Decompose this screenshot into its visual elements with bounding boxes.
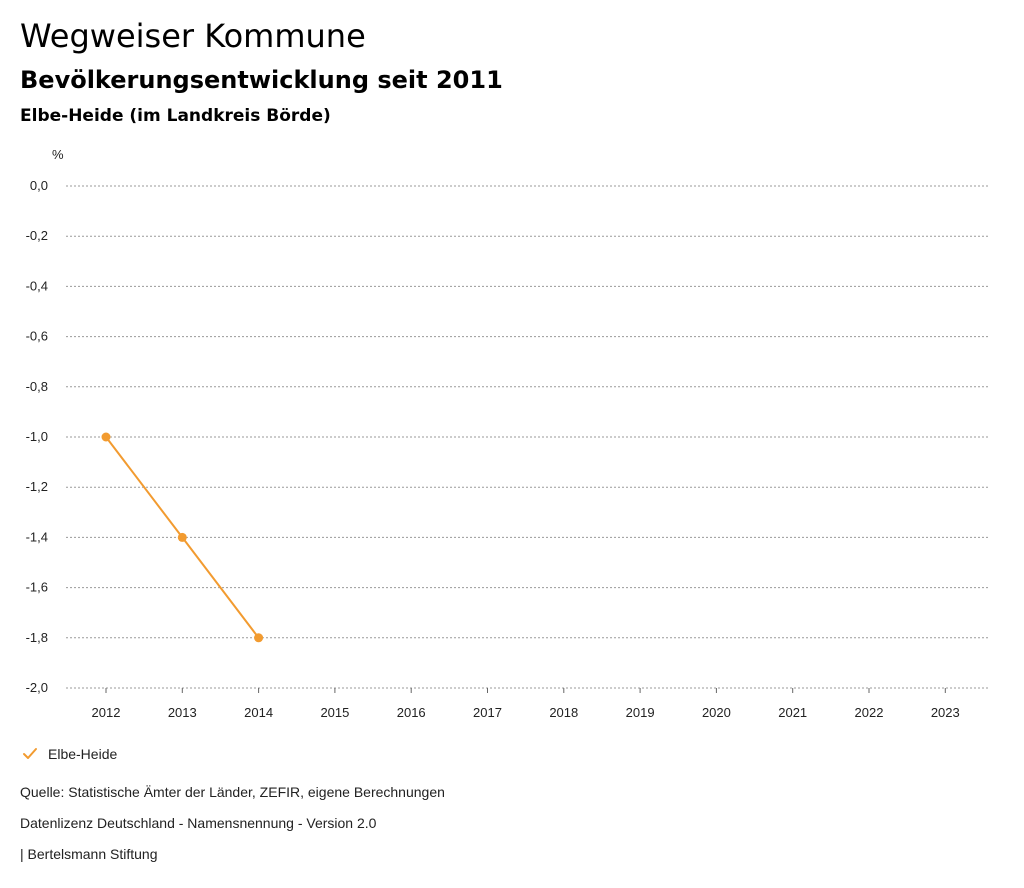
y-tick-label: -0,6: [26, 329, 48, 344]
checkmark-icon: [20, 744, 40, 764]
x-tick-label: 2014: [244, 705, 273, 720]
page-title: Wegweiser Kommune: [20, 17, 366, 55]
y-tick-label: -2,0: [26, 680, 48, 695]
data-point[interactable]: [177, 532, 187, 542]
x-tick-label: 2020: [702, 705, 731, 720]
chart-subtitle: Bevölkerungsentwicklung seit 2011: [20, 66, 503, 94]
x-tick-label: 2012: [92, 705, 121, 720]
x-tick-label: 2023: [931, 705, 960, 720]
y-tick-label: -1,4: [26, 529, 48, 544]
x-tick-label: 2015: [320, 705, 349, 720]
license-note[interactable]: Datenlizenz Deutschland - Namensnennung …: [20, 815, 377, 831]
x-tick-label: 2018: [549, 705, 578, 720]
y-tick-label: -1,2: [26, 479, 48, 494]
data-point[interactable]: [101, 432, 111, 442]
y-axis-unit: %: [52, 147, 64, 162]
y-tick-label: -1,0: [26, 429, 48, 444]
x-tick-label: 2016: [397, 705, 426, 720]
x-tick-label: 2013: [168, 705, 197, 720]
y-tick-label: -0,4: [26, 278, 48, 293]
y-tick-label: -0,2: [26, 228, 48, 243]
x-tick-label: 2021: [778, 705, 807, 720]
region-name: Elbe-Heide (im Landkreis Börde): [20, 106, 331, 126]
publisher-note[interactable]: | Bertelsmann Stiftung: [20, 846, 158, 862]
y-axis-ticks: 0,0 -0,2 -0,4 -0,6 -0,8 -1,0 -1,2 -1,4 -1,6 -1,8 -…: [26, 178, 48, 695]
chart-grid: [66, 185, 990, 689]
chart-legend[interactable]: Elbe-Heide: [20, 744, 117, 764]
data-point[interactable]: [254, 633, 264, 643]
chart-series: [101, 432, 264, 643]
y-tick-label: 0,0: [30, 178, 48, 193]
source-note: Quelle: Statistische Ämter der Länder, Z…: [20, 784, 445, 800]
x-tick-label: 2019: [626, 705, 655, 720]
x-axis-ticks: 2012 2013 2014 2015 2016 2017 2018 2019 2020 2021…: [92, 688, 960, 720]
legend-label: Elbe-Heide: [48, 746, 118, 762]
x-tick-label: 2017: [473, 705, 502, 720]
y-tick-label: -1,6: [26, 580, 48, 595]
line-chart: 0,0 -0,2 -0,4 -0,6 -0,8 -1,0 -1,2 -1,4 -1,6 -1,8 -…: [26, 147, 990, 720]
x-tick-label: 2022: [855, 705, 884, 720]
y-tick-label: -1,8: [26, 630, 48, 645]
y-tick-label: -0,8: [26, 379, 48, 394]
